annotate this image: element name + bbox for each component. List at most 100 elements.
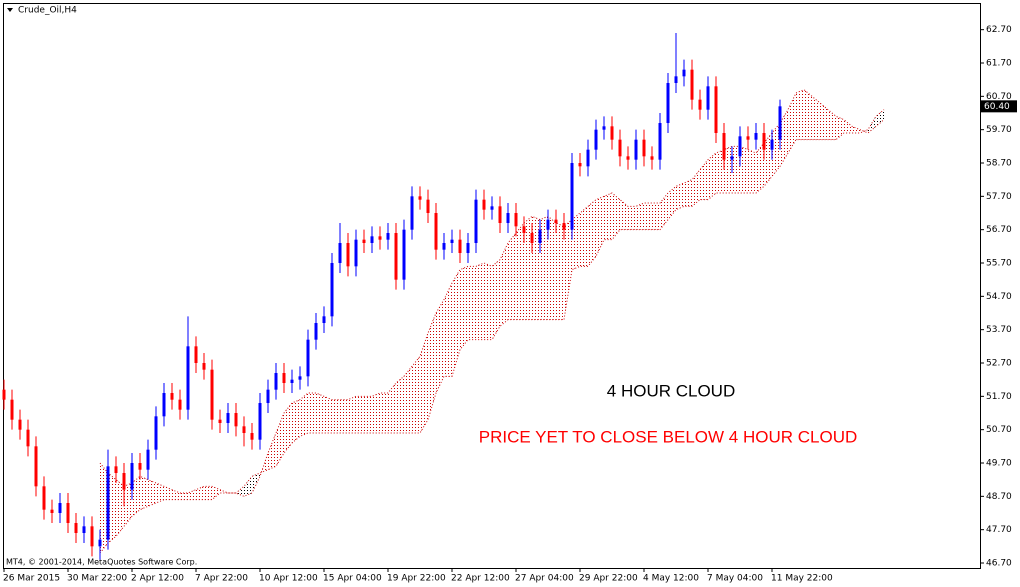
cloud-segment bbox=[356, 396, 364, 433]
candle-body bbox=[122, 473, 126, 490]
cloud-segment bbox=[564, 219, 572, 320]
cloud-segment bbox=[508, 233, 516, 320]
candle-body bbox=[194, 346, 198, 363]
candle-body bbox=[578, 163, 582, 167]
cloud-segment bbox=[556, 223, 564, 320]
y-tick-label: 49.70 bbox=[986, 459, 1012, 469]
y-tick-label: 48.70 bbox=[986, 492, 1012, 502]
candle-body bbox=[642, 139, 646, 157]
cloud-segment bbox=[724, 146, 732, 193]
candle-body bbox=[610, 126, 614, 140]
cloud-segment bbox=[276, 413, 284, 467]
candle-body bbox=[586, 149, 590, 167]
candle-body bbox=[682, 69, 686, 77]
x-tick-label: 4 May 12:00 bbox=[643, 574, 699, 584]
x-tick-label: 22 Apr 12:00 bbox=[451, 574, 510, 584]
cloud-segment bbox=[756, 143, 764, 193]
candle-body bbox=[778, 106, 782, 140]
cloud-segment bbox=[420, 333, 428, 433]
cloud-segment bbox=[596, 196, 604, 257]
candle-body bbox=[98, 539, 102, 547]
x-tick-label: 11 May 22:00 bbox=[771, 574, 833, 584]
cloud-segment bbox=[196, 486, 204, 500]
cloud-segment bbox=[612, 193, 620, 240]
cloud-segment bbox=[844, 119, 852, 133]
cloud-segment bbox=[244, 476, 252, 497]
cloud-segment bbox=[524, 216, 532, 320]
y-tick-label: 55.70 bbox=[986, 259, 1012, 269]
candle-body bbox=[690, 69, 694, 100]
candle-body bbox=[466, 243, 470, 253]
candle-body bbox=[282, 373, 286, 383]
cloud-segment bbox=[796, 89, 804, 140]
candle-body bbox=[370, 236, 374, 243]
cloud-segment bbox=[716, 149, 724, 193]
y-tick-label: 62.70 bbox=[986, 25, 1012, 35]
candle-body bbox=[570, 163, 574, 230]
y-tick-label: 53.70 bbox=[986, 325, 1012, 335]
candle-body bbox=[562, 223, 566, 230]
y-tick-label: 46.70 bbox=[986, 559, 1012, 569]
candle-body bbox=[386, 233, 390, 240]
candle-body bbox=[210, 369, 214, 420]
candle-body bbox=[626, 156, 630, 160]
cloud-segment bbox=[700, 159, 708, 200]
candle-body bbox=[706, 86, 710, 110]
cloud-segment bbox=[172, 489, 180, 500]
candle-body bbox=[186, 346, 190, 410]
x-tick-label: 27 Apr 04:00 bbox=[515, 574, 574, 584]
cloud-segment bbox=[380, 393, 388, 433]
cloud-segment bbox=[324, 396, 332, 433]
y-tick-label: 61.70 bbox=[986, 59, 1012, 69]
y-tick-label: 56.70 bbox=[986, 225, 1012, 235]
y-tick-label: 60.70 bbox=[986, 92, 1012, 102]
cloud-segment bbox=[292, 399, 300, 443]
candle-body bbox=[482, 199, 486, 210]
candle-body bbox=[306, 339, 310, 377]
candle-body bbox=[650, 156, 654, 160]
candle-body bbox=[770, 139, 774, 150]
cloud-segment bbox=[852, 126, 860, 133]
cloud-segment bbox=[820, 103, 828, 140]
candle-body bbox=[2, 389, 6, 400]
candle-body bbox=[418, 196, 422, 200]
cloud-segment bbox=[364, 396, 372, 433]
candle-body bbox=[722, 133, 726, 160]
cloud-segment bbox=[268, 433, 276, 470]
cloud-segment bbox=[468, 266, 476, 340]
candle-body bbox=[666, 83, 670, 123]
candle-body bbox=[362, 239, 366, 243]
cloud-segment bbox=[732, 146, 740, 193]
candle-body bbox=[178, 399, 182, 410]
candle-body bbox=[378, 236, 382, 240]
candle-body bbox=[146, 449, 150, 470]
candle-body bbox=[226, 413, 230, 423]
cloud-segment bbox=[788, 93, 796, 153]
y-tick-label: 47.70 bbox=[986, 525, 1012, 535]
candle-body bbox=[18, 419, 22, 430]
candle-body bbox=[554, 219, 558, 223]
cloud-segment bbox=[140, 476, 148, 510]
candle-body bbox=[506, 213, 510, 223]
cloud-segment bbox=[548, 216, 556, 320]
cloud-segment bbox=[500, 243, 508, 327]
candle-body bbox=[738, 136, 742, 157]
cloud-segment bbox=[164, 486, 172, 500]
cloud-segment bbox=[764, 133, 772, 187]
candle-body bbox=[634, 139, 638, 160]
x-tick-label: 7 Apr 22:00 bbox=[195, 574, 248, 584]
candle-body bbox=[498, 206, 502, 223]
cloud-segment bbox=[484, 263, 492, 340]
y-tick-label: 51.70 bbox=[986, 392, 1012, 402]
candle-body bbox=[674, 76, 678, 83]
candle-body bbox=[530, 233, 534, 243]
candle-body bbox=[450, 239, 454, 243]
candle-body bbox=[162, 393, 166, 417]
y-tick-label: 57.70 bbox=[986, 192, 1012, 202]
candle-body bbox=[138, 463, 142, 470]
cloud-segment bbox=[388, 383, 396, 433]
cloud-segment bbox=[412, 356, 420, 433]
candle-body bbox=[290, 379, 294, 383]
chart-title: Crude_Oil,H4 bbox=[18, 6, 77, 16]
candle-body bbox=[426, 199, 430, 213]
